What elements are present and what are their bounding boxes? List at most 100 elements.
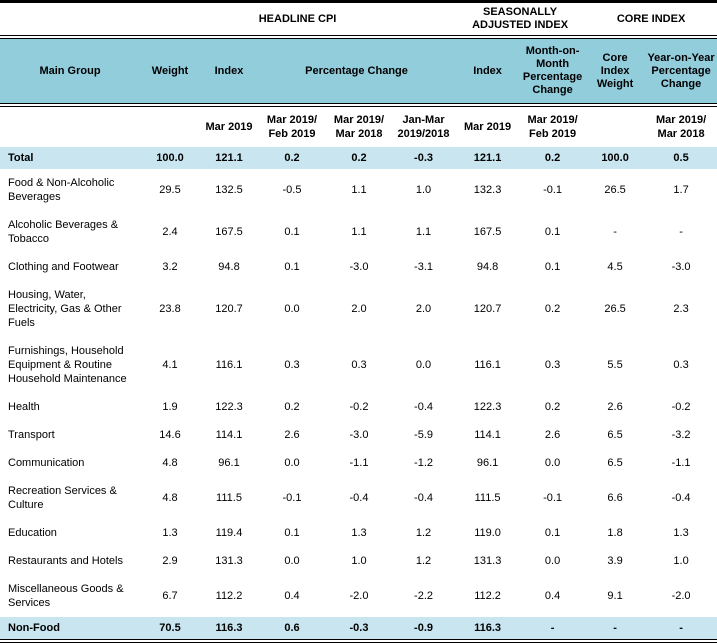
row-label: Furnishings, Household Equipment & Routi… — [0, 337, 140, 393]
table-row-total: Total 100.0 121.1 0.2 0.2 -0.3 121.1 0.2 100.0 0.… — [0, 147, 717, 169]
value-cell: 122.3 — [455, 393, 521, 421]
column-header-percentage-change: Percentage Change — [258, 37, 456, 107]
table-row-restaurants-and-hotels: Restaurants and Hotels 2.9 131.3 0.0 1.0 1.2 1… — [0, 547, 717, 575]
value-cell: 26.5 — [585, 169, 646, 211]
value-cell: -0.4 — [392, 393, 456, 421]
value-cell: 4.1 — [140, 337, 200, 393]
value-cell: 1.1 — [392, 211, 456, 253]
value-cell: 0.4 — [520, 575, 586, 617]
value-cell: 0.1 — [258, 519, 326, 547]
value-cell: 29.5 — [140, 169, 200, 211]
value-cell: 6.5 — [585, 449, 646, 477]
column-header-year-on-year-percentage-change: Year-on-Year Percentage Change — [645, 37, 717, 107]
value-cell: 2.6 — [585, 393, 646, 421]
value-cell: 122.3 — [200, 393, 258, 421]
value-cell: 26.5 — [585, 281, 646, 337]
column-header-main-group: Main Group — [0, 37, 140, 107]
row-label: Total — [0, 147, 140, 169]
column-header-index: Index — [455, 37, 521, 107]
period-header-mar-2019-mar-2018-9: Mar 2019/ Mar 2018 — [645, 105, 717, 147]
value-cell: 114.1 — [200, 421, 258, 449]
value-cell: -0.5 — [258, 169, 326, 211]
value-cell: 1.0 — [326, 547, 392, 575]
value-cell: 131.3 — [455, 547, 521, 575]
value-cell: 1.0 — [645, 547, 717, 575]
value-cell: -0.3 — [392, 147, 456, 169]
value-cell: 1.3 — [140, 519, 200, 547]
period-header-mar-2019-6: Mar 2019 — [455, 105, 521, 147]
value-cell: -3.0 — [645, 253, 717, 281]
value-cell: - — [645, 211, 717, 253]
value-cell: 1.9 — [140, 393, 200, 421]
value-cell: 100.0 — [140, 147, 200, 169]
value-cell: 167.5 — [455, 211, 521, 253]
value-cell: 1.8 — [585, 519, 646, 547]
row-label: Education — [0, 519, 140, 547]
value-cell: 167.5 — [200, 211, 258, 253]
value-cell: 9.1 — [585, 575, 646, 617]
value-cell: 6.7 — [140, 575, 200, 617]
value-cell: 119.4 — [200, 519, 258, 547]
value-cell: -5.9 — [392, 421, 456, 449]
row-label: Food & Non-Alcoholic Beverages — [0, 169, 140, 211]
period-header-spacer-8 — [585, 105, 646, 147]
table-row-communication: Communication 4.8 96.1 0.0 -1.1 -1.2 96.1 0.0 6.… — [0, 449, 717, 477]
row-label: Clothing and Footwear — [0, 253, 140, 281]
value-cell: 0.2 — [520, 393, 586, 421]
table-body: Total 100.0 121.1 0.2 0.2 -0.3 121.1 0.2 100.0 0.… — [0, 147, 717, 643]
value-cell: 94.8 — [200, 253, 258, 281]
value-cell: 2.4 — [140, 211, 200, 253]
period-header-mar-2019-feb-2019-3: Mar 2019/ Feb 2019 — [258, 105, 326, 147]
value-cell: -3.1 — [392, 253, 456, 281]
row-label: Transport — [0, 421, 140, 449]
value-cell: -1.1 — [645, 449, 717, 477]
value-cell: 0.2 — [258, 393, 326, 421]
value-cell: 0.1 — [520, 519, 586, 547]
value-cell: 121.1 — [200, 147, 258, 169]
value-cell: 1.2 — [392, 519, 456, 547]
value-cell: 0.2 — [258, 147, 326, 169]
value-cell: 112.2 — [200, 575, 258, 617]
group-header-seasonally-adjusted-index: SEASONALLY ADJUSTED INDEX — [455, 1, 586, 39]
value-cell: -0.2 — [645, 393, 717, 421]
group-header-spacer-0 — [0, 1, 140, 39]
value-cell: 1.3 — [645, 519, 717, 547]
column-header-core-index-weight: Core Index Weight — [585, 37, 646, 107]
value-cell: 94.8 — [455, 253, 521, 281]
value-cell: 132.3 — [455, 169, 521, 211]
value-cell: 23.8 — [140, 281, 200, 337]
value-cell: 0.3 — [520, 337, 586, 393]
period-header-jan-mar-2019-2018-5: Jan-Mar 2019/2018 — [392, 105, 456, 147]
period-header-row: Mar 2019 Mar 2019/ Feb 2019 Mar 2019/ Mar … — [0, 105, 717, 147]
value-cell: 0.1 — [258, 253, 326, 281]
table-row-transport: Transport 14.6 114.1 2.6 -3.0 -5.9 114.1 2.6 6.5… — [0, 421, 717, 449]
row-label: Miscellaneous Goods & Services — [0, 575, 140, 617]
value-cell: 4.8 — [140, 477, 200, 519]
value-cell: 2.0 — [326, 281, 392, 337]
value-cell: 1.0 — [392, 169, 456, 211]
value-cell: 1.3 — [326, 519, 392, 547]
period-header-spacer-0 — [0, 105, 140, 147]
value-cell: 131.3 — [200, 547, 258, 575]
value-cell: 0.3 — [258, 337, 326, 393]
row-label: Housing, Water, Electricity, Gas & Other… — [0, 281, 140, 337]
value-cell: -0.2 — [326, 393, 392, 421]
value-cell: -2.2 — [392, 575, 456, 617]
column-header-index: Index — [200, 37, 258, 107]
row-label: Health — [0, 393, 140, 421]
value-cell: 1.2 — [392, 547, 456, 575]
group-header-headline-cpi: HEADLINE CPI — [140, 1, 456, 39]
value-cell: 1.7 — [645, 169, 717, 211]
value-cell: -1.2 — [392, 449, 456, 477]
value-cell: 0.3 — [326, 337, 392, 393]
value-cell: -0.4 — [645, 477, 717, 519]
value-cell: 0.2 — [520, 147, 586, 169]
value-cell: 0.5 — [645, 147, 717, 169]
value-cell: -3.0 — [326, 421, 392, 449]
value-cell: 6.5 — [585, 421, 646, 449]
value-cell: -0.1 — [258, 477, 326, 519]
value-cell: 2.3 — [645, 281, 717, 337]
table-row-furnishings-household-equipment-routine-household-maintenance: Furnishings, Household Equipment & Routi… — [0, 337, 717, 393]
value-cell: -2.0 — [326, 575, 392, 617]
